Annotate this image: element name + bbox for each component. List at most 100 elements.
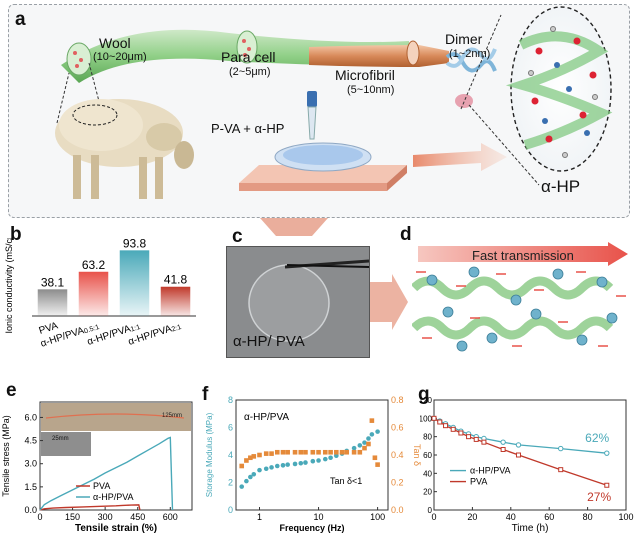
f-point-0-11 (298, 460, 304, 466)
f-ytick-right-4: 0.8 (391, 395, 404, 405)
g-point-0-11 (604, 450, 610, 456)
f-xtick-label-2: 100 (370, 512, 385, 522)
paracell-label: Para cell (221, 49, 276, 65)
g-series-line-1 (433, 417, 608, 486)
cross-section-2 (406, 40, 420, 66)
f-point-0-9 (285, 462, 290, 467)
helix-strand-1 (412, 276, 614, 300)
wool-fiber (61, 29, 409, 83)
g-point-1-2 (443, 423, 449, 429)
g-point-1-5 (466, 434, 472, 440)
chart-b: Ionic conductivity (mS/cm) 38.1PVA63.2α-H… (4, 238, 196, 350)
b-value-label-3: 41.8 (164, 273, 188, 287)
e-ytick-label-2: 3.0 (24, 459, 37, 469)
b-tick-sub-3: 2:1 (171, 324, 183, 334)
b-tick-sub-1: 0.5:1 (83, 324, 100, 336)
f-ytick-left-4: 8 (228, 395, 233, 405)
g-xtick-label-5: 100 (618, 512, 633, 522)
f-point-1-19 (344, 449, 350, 455)
b-bar-2 (119, 250, 150, 316)
f-point-1-17 (334, 449, 339, 455)
f-point-1-25 (372, 455, 378, 461)
panel-f-letter: f (202, 384, 209, 405)
f-point-1-18 (339, 449, 345, 455)
f-point-1-22 (362, 445, 367, 451)
e-photo-label-2: 25mm (52, 436, 69, 442)
g-xtick-label-1: 20 (467, 512, 477, 522)
g-point-0-9 (515, 442, 522, 448)
e-legend-label-1: α-HP/PVA (93, 492, 134, 502)
microfibril-label: Microfibril (335, 67, 395, 83)
g-legend-label-0: α-HP/PVA (470, 466, 511, 476)
down-arrow (260, 218, 328, 236)
f-ytick-left-2: 4 (228, 450, 233, 460)
f-point-0-1 (244, 478, 249, 484)
f-ytick-left-3: 6 (228, 423, 233, 433)
e-y-label: Tensile stress (MPa) (1, 415, 11, 497)
e-frame (39, 401, 193, 511)
e-ytick-label-4: 6.0 (24, 412, 37, 422)
e-xtick-label-3: 450 (130, 512, 145, 522)
g-ytick-label-1: 20 (423, 488, 432, 497)
g-legend-label-1: PVA (470, 477, 487, 487)
f-point-1-20 (351, 449, 357, 455)
g-series-line-0 (433, 417, 607, 454)
wool-label: Wool (99, 35, 131, 51)
f-point-0-0 (239, 484, 245, 489)
flow-arrow (413, 143, 507, 171)
g-point-1-11 (604, 482, 610, 488)
e-xtick-label-1: 150 (65, 512, 80, 522)
b-tick-sub-2: 1:1 (130, 324, 142, 334)
g-xtick-label-2: 40 (506, 512, 516, 522)
right-arrow (370, 274, 408, 330)
g-ytick-label-0: 0 (428, 506, 433, 515)
f-point-1-2 (248, 455, 253, 461)
b-value-label-0: 38.1 (41, 275, 65, 289)
e-x-label: Tensile strain (%) (75, 523, 157, 534)
alpha-hp-label: α-HP (541, 177, 581, 196)
f-series-label: α-HP/PVA (244, 412, 289, 423)
g-point-1-0 (431, 415, 437, 421)
f-point-1-26 (375, 462, 380, 467)
f-annotation: Tan δ<1 (330, 476, 362, 486)
panel-a: a Wool (10~20μm) Para cell (2~5μm) Micro… (8, 4, 630, 218)
e-xtick-label-2: 300 (98, 512, 113, 522)
g-point-1-10 (558, 467, 564, 473)
f-point-1-5 (263, 451, 269, 456)
paracell-size: (2~5μm) (229, 66, 271, 78)
f-ytick-right-3: 0.6 (391, 423, 404, 433)
pipette-icon (307, 91, 317, 151)
cross-section-1 (236, 30, 258, 64)
f-point-1-10 (292, 449, 298, 455)
sheep-illustration (55, 99, 194, 199)
g-point-1-7 (481, 439, 487, 445)
chart-f: 1 10 100 0 2 4 6 8 0.0 0.2 0.4 0.6 0.8 Frequency (Hz)… (205, 395, 422, 533)
alpha-hp-structure (505, 6, 613, 172)
f-ytick-left-0: 0 (228, 505, 233, 515)
e-xtick-label-4: 600 (163, 512, 178, 522)
e-series-line-1 (39, 436, 174, 511)
panel-d-letter: d (400, 224, 412, 245)
transmission-diagram (412, 242, 628, 352)
f-point-0-13 (310, 458, 316, 464)
dimer-label: Dimer (445, 31, 483, 47)
f-point-0-23 (366, 436, 371, 441)
f-point-0-14 (316, 458, 321, 463)
f-point-0-8 (280, 463, 286, 468)
g-point-1-4 (458, 430, 464, 436)
panel-b-letter: b (10, 224, 22, 245)
e-photo-long (41, 403, 191, 431)
b-bar-0 (37, 289, 68, 316)
g-ytick-label-6: 120 (420, 396, 433, 405)
f-point-1-4 (257, 452, 262, 458)
dimer-size: (1~2nm) (449, 48, 491, 60)
hydrogel-caption: α-HP/ PVA (233, 333, 305, 350)
f-point-1-15 (322, 449, 328, 455)
f-point-0-6 (269, 465, 274, 470)
microfibril-fiber (309, 45, 449, 67)
f-point-1-3 (251, 454, 257, 459)
e-photo-short (41, 432, 91, 456)
e-ytick-label-1: 1.5 (24, 482, 37, 492)
f-point-1-7 (274, 449, 280, 455)
f-point-1-12 (303, 449, 308, 455)
